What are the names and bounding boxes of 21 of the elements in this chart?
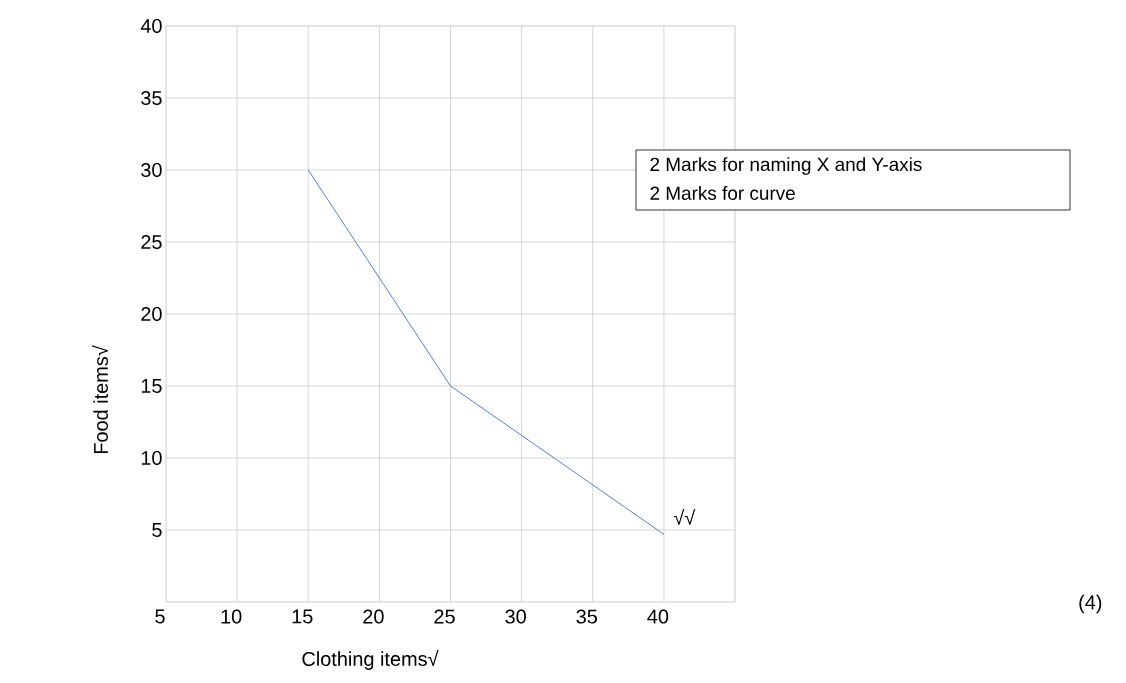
text: (4) bbox=[1079, 594, 1102, 614]
annotation: √√ bbox=[673, 508, 696, 525]
y-tick-label: 15 bbox=[141, 379, 162, 393]
annotation: 2 Marks for curve bbox=[650, 186, 795, 200]
x-axis-title: Clothing items√ bbox=[302, 650, 439, 670]
x-tick-label: 25 bbox=[434, 609, 455, 624]
y-tick-label: 35 bbox=[141, 90, 162, 106]
x-tick-label: 35 bbox=[576, 609, 598, 624]
y-tick-label: 25 bbox=[141, 234, 162, 250]
x-tick-label: 15 bbox=[292, 609, 313, 624]
x-tick-label: 20 bbox=[363, 609, 384, 624]
y-tick-label: 40 bbox=[140, 18, 162, 34]
y-axis-title: Food items√ bbox=[92, 345, 108, 454]
x-tick-label: 10 bbox=[221, 609, 242, 624]
y-tick-label: 30 bbox=[141, 162, 162, 178]
x-tick-label: 30 bbox=[505, 609, 526, 624]
y-tick-label: 10 bbox=[141, 450, 162, 466]
y-tick-label: 5 bbox=[152, 523, 162, 537]
annotation: 2 Marks for naming X and Y-axis bbox=[650, 157, 922, 175]
x-tick-label: 40 bbox=[647, 609, 669, 624]
y-tick-label: 20 bbox=[141, 306, 162, 322]
